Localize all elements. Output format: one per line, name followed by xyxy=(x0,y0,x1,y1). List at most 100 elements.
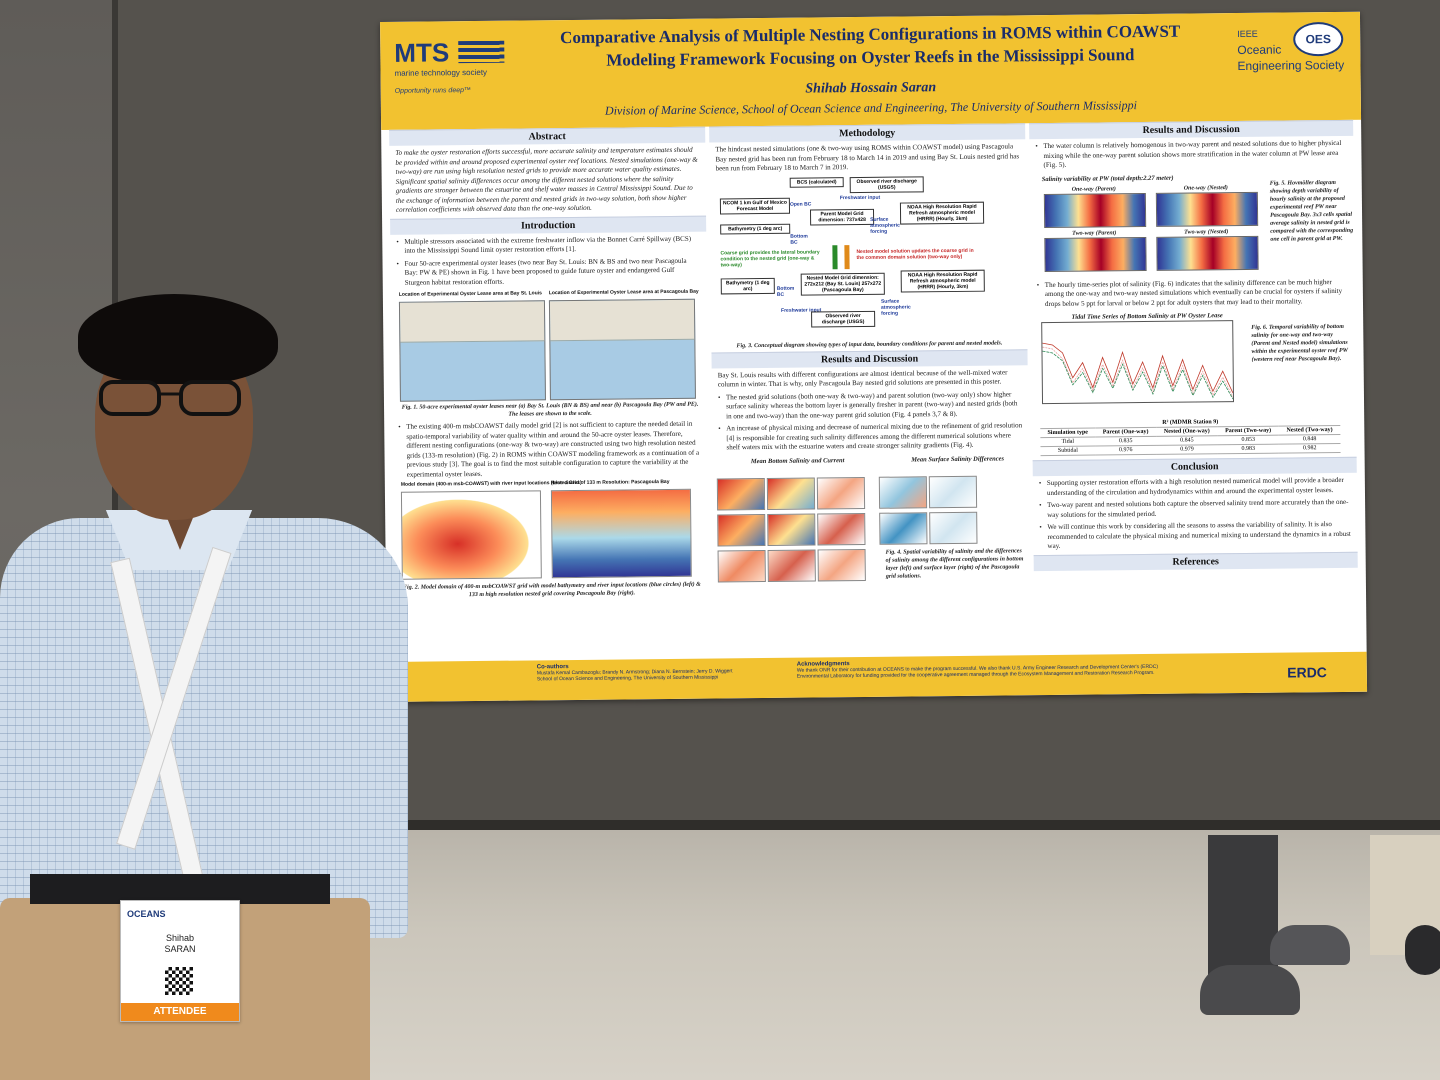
arrow-down-icon xyxy=(832,244,838,269)
results-bullet: The hourly time-series plot of salinity … xyxy=(1045,277,1349,309)
timeseries-lines xyxy=(1042,342,1234,400)
nested-grid-map xyxy=(550,488,692,579)
heat-title: Salinity variability at PW (total depth:… xyxy=(1041,174,1174,183)
arrow-up-icon xyxy=(844,244,850,269)
research-poster: MTS marine technology society Opportunit… xyxy=(380,11,1368,702)
heatmap-panel xyxy=(1155,191,1259,227)
map-title-bay-st-louis: Location of Experimental Oyster Lease ar… xyxy=(398,290,542,298)
box-bcs: BCS (calculated) xyxy=(789,176,844,188)
methodology-heading: Methodology xyxy=(709,123,1026,143)
badge-role: ATTENDEE xyxy=(121,1003,239,1021)
label-freshwater: Freshwater input xyxy=(839,194,881,201)
oes-badge-icon: OES xyxy=(1293,21,1344,57)
difference-panel xyxy=(879,511,928,545)
box-river: Observed river discharge (USGS) xyxy=(849,175,924,193)
badge-last-name: SARAN xyxy=(164,944,196,954)
results-bullet: The water column is relatively homogenou… xyxy=(1043,139,1347,171)
box-noaa-nested: NOAA High Resolution Rapid Refresh atmos… xyxy=(900,269,985,293)
name-badge: OCEANS Shihab SARAN ATTENDEE xyxy=(120,900,240,1022)
label-open-bc: Open BC xyxy=(789,200,812,208)
box-bathymetry-nested: Bathymetry (1 deg arc) xyxy=(720,277,775,294)
fig1-maps: Location of Experimental Oyster Lease ar… xyxy=(398,289,700,402)
salinity-panel xyxy=(716,477,766,510)
results-text: Bay St. Louis results with different con… xyxy=(717,367,1008,389)
results-heading-middle: Results and Discussion xyxy=(711,348,1028,369)
conclusion-bullet: Two-way parent and nested solutions both… xyxy=(1047,498,1351,520)
fig2-caption: Fig. 2. Model domain of 400-m msbCOAWST … xyxy=(402,581,701,599)
label-update: Nested model solution updates the coarse… xyxy=(856,247,974,261)
bottom-salinity-panels xyxy=(716,476,866,582)
map-bay-st-louis xyxy=(398,300,546,402)
oes-logo: IEEE OES Oceanic Engineering Society xyxy=(1235,21,1356,93)
poster-title: Comparative Analysis of Multiple Nesting… xyxy=(520,19,1220,72)
poster-body: Abstract To make the oyster restoration … xyxy=(389,119,1359,662)
surface-difference-panels xyxy=(878,475,978,545)
conclusion-bullet: We will continue this work by considerin… xyxy=(1047,520,1351,552)
salinity-panel xyxy=(767,512,816,546)
results-bullet: The nested grid solutions (both one-way … xyxy=(726,390,1022,422)
poster-column-right: Results and Discussion The water column … xyxy=(1029,119,1359,655)
conclusion-heading: Conclusion xyxy=(1032,456,1357,477)
poster-column-left: Abstract To make the oyster restoration … xyxy=(389,126,711,662)
label-bottom-bc-nested: Bottom BC xyxy=(776,285,795,298)
salinity-panel xyxy=(817,548,866,581)
salinity-panel xyxy=(717,513,766,546)
poster-column-middle: Methodology The hindcast nested simulati… xyxy=(709,123,1031,658)
passerby-leg xyxy=(1208,835,1278,975)
introduction-heading: Introduction xyxy=(390,215,707,235)
coauthors-block: Co-authors Mustafa Kemal Cambazoglu; Bra… xyxy=(537,662,767,682)
table-cell: Subtidal xyxy=(1040,446,1096,456)
references-heading: References xyxy=(1033,551,1358,571)
fig2-domains: Model domain (400-m msb-COAWST) with riv… xyxy=(400,479,702,580)
model-domain-map xyxy=(400,490,542,580)
methodology-text: The hindcast nested simulations (one & t… xyxy=(715,142,1020,173)
salinity-panel xyxy=(766,476,816,510)
poster-author: Shihab Hossain Saran xyxy=(805,80,937,97)
acknowledgments-text: We thank ONR for their contribution at O… xyxy=(796,663,1159,680)
oes-line2: Engineering Society xyxy=(1237,57,1345,74)
heatmap-panel xyxy=(1044,236,1147,272)
intro-bullet: The existing 400-m msbCOAWST daily model… xyxy=(406,420,703,480)
table-cell: 0.983 xyxy=(1217,444,1280,454)
label-surface: Surface atmospheric forcing xyxy=(870,216,900,235)
panel-head-surface: Mean Surface Salinity Differences xyxy=(911,454,1005,463)
mts-logo: MTS marine technology society Opportunit… xyxy=(394,37,515,108)
box-bathymetry: Bathymetry (1 deg arc) xyxy=(720,223,791,234)
box-parent-model: Parent Model Grid dimension: 737x428 xyxy=(809,208,875,226)
r2-table: R² (MDMR Station 9) Simulation type Pare… xyxy=(1040,416,1341,456)
acknowledgments-block: Acknowledgments We thank ONR for their c… xyxy=(797,658,1177,680)
oes-ieee: IEEE xyxy=(1237,28,1258,40)
intro-bullet: Four 50-acre experimental oyster leases … xyxy=(404,256,700,288)
glasses-icon xyxy=(99,380,241,416)
oes-line1: Oceanic xyxy=(1237,42,1282,58)
timeseries-plot xyxy=(1041,320,1235,405)
results-bullet: An increase of physical mixing and decre… xyxy=(726,421,1022,453)
map-land xyxy=(549,299,695,342)
qr-code-icon xyxy=(165,967,193,995)
sneaker-icon xyxy=(1270,925,1350,965)
badge-name: Shihab SARAN xyxy=(121,933,239,955)
difference-panel xyxy=(929,511,978,544)
fig6-caption: Fig. 6. Temporal variability of bottom s… xyxy=(1251,323,1348,363)
presenter-belt xyxy=(30,874,330,904)
label-bottom-bc: Bottom BC xyxy=(790,233,808,246)
difference-panel xyxy=(878,475,928,509)
box-noaa: NOAA High Resolution Rapid Refresh atmos… xyxy=(899,201,985,225)
heatmap-panel xyxy=(1043,192,1147,228)
presenter-hair xyxy=(78,294,278,384)
fig3-diagram: BCS (calculated) Observed river discharg… xyxy=(719,175,1018,338)
salinity-panel xyxy=(817,512,866,545)
erdc-logo: ERDC xyxy=(1287,664,1327,681)
mts-stripes-icon xyxy=(458,40,505,64)
map-land xyxy=(399,301,545,343)
label-coarse-grid: Coarse grid provides the lateral boundar… xyxy=(720,248,820,268)
conclusion-bullet: Supporting oyster restoration efforts wi… xyxy=(1047,476,1351,498)
badge-org: OCEANS xyxy=(127,909,166,919)
presenter: OCEANS Shihab SARAN ATTENDEE xyxy=(0,280,420,1080)
shoe-icon xyxy=(1405,925,1440,975)
abstract-text: To make the oyster restoration efforts s… xyxy=(395,145,698,214)
panel-head-bottom: Mean Bottom Salinity and Current xyxy=(750,456,845,465)
table-cell: 0.982 xyxy=(1278,443,1341,454)
results-heading-right: Results and Discussion xyxy=(1029,119,1354,140)
coauthors-affiliation: School of Ocean Science and Engineering,… xyxy=(536,674,719,683)
